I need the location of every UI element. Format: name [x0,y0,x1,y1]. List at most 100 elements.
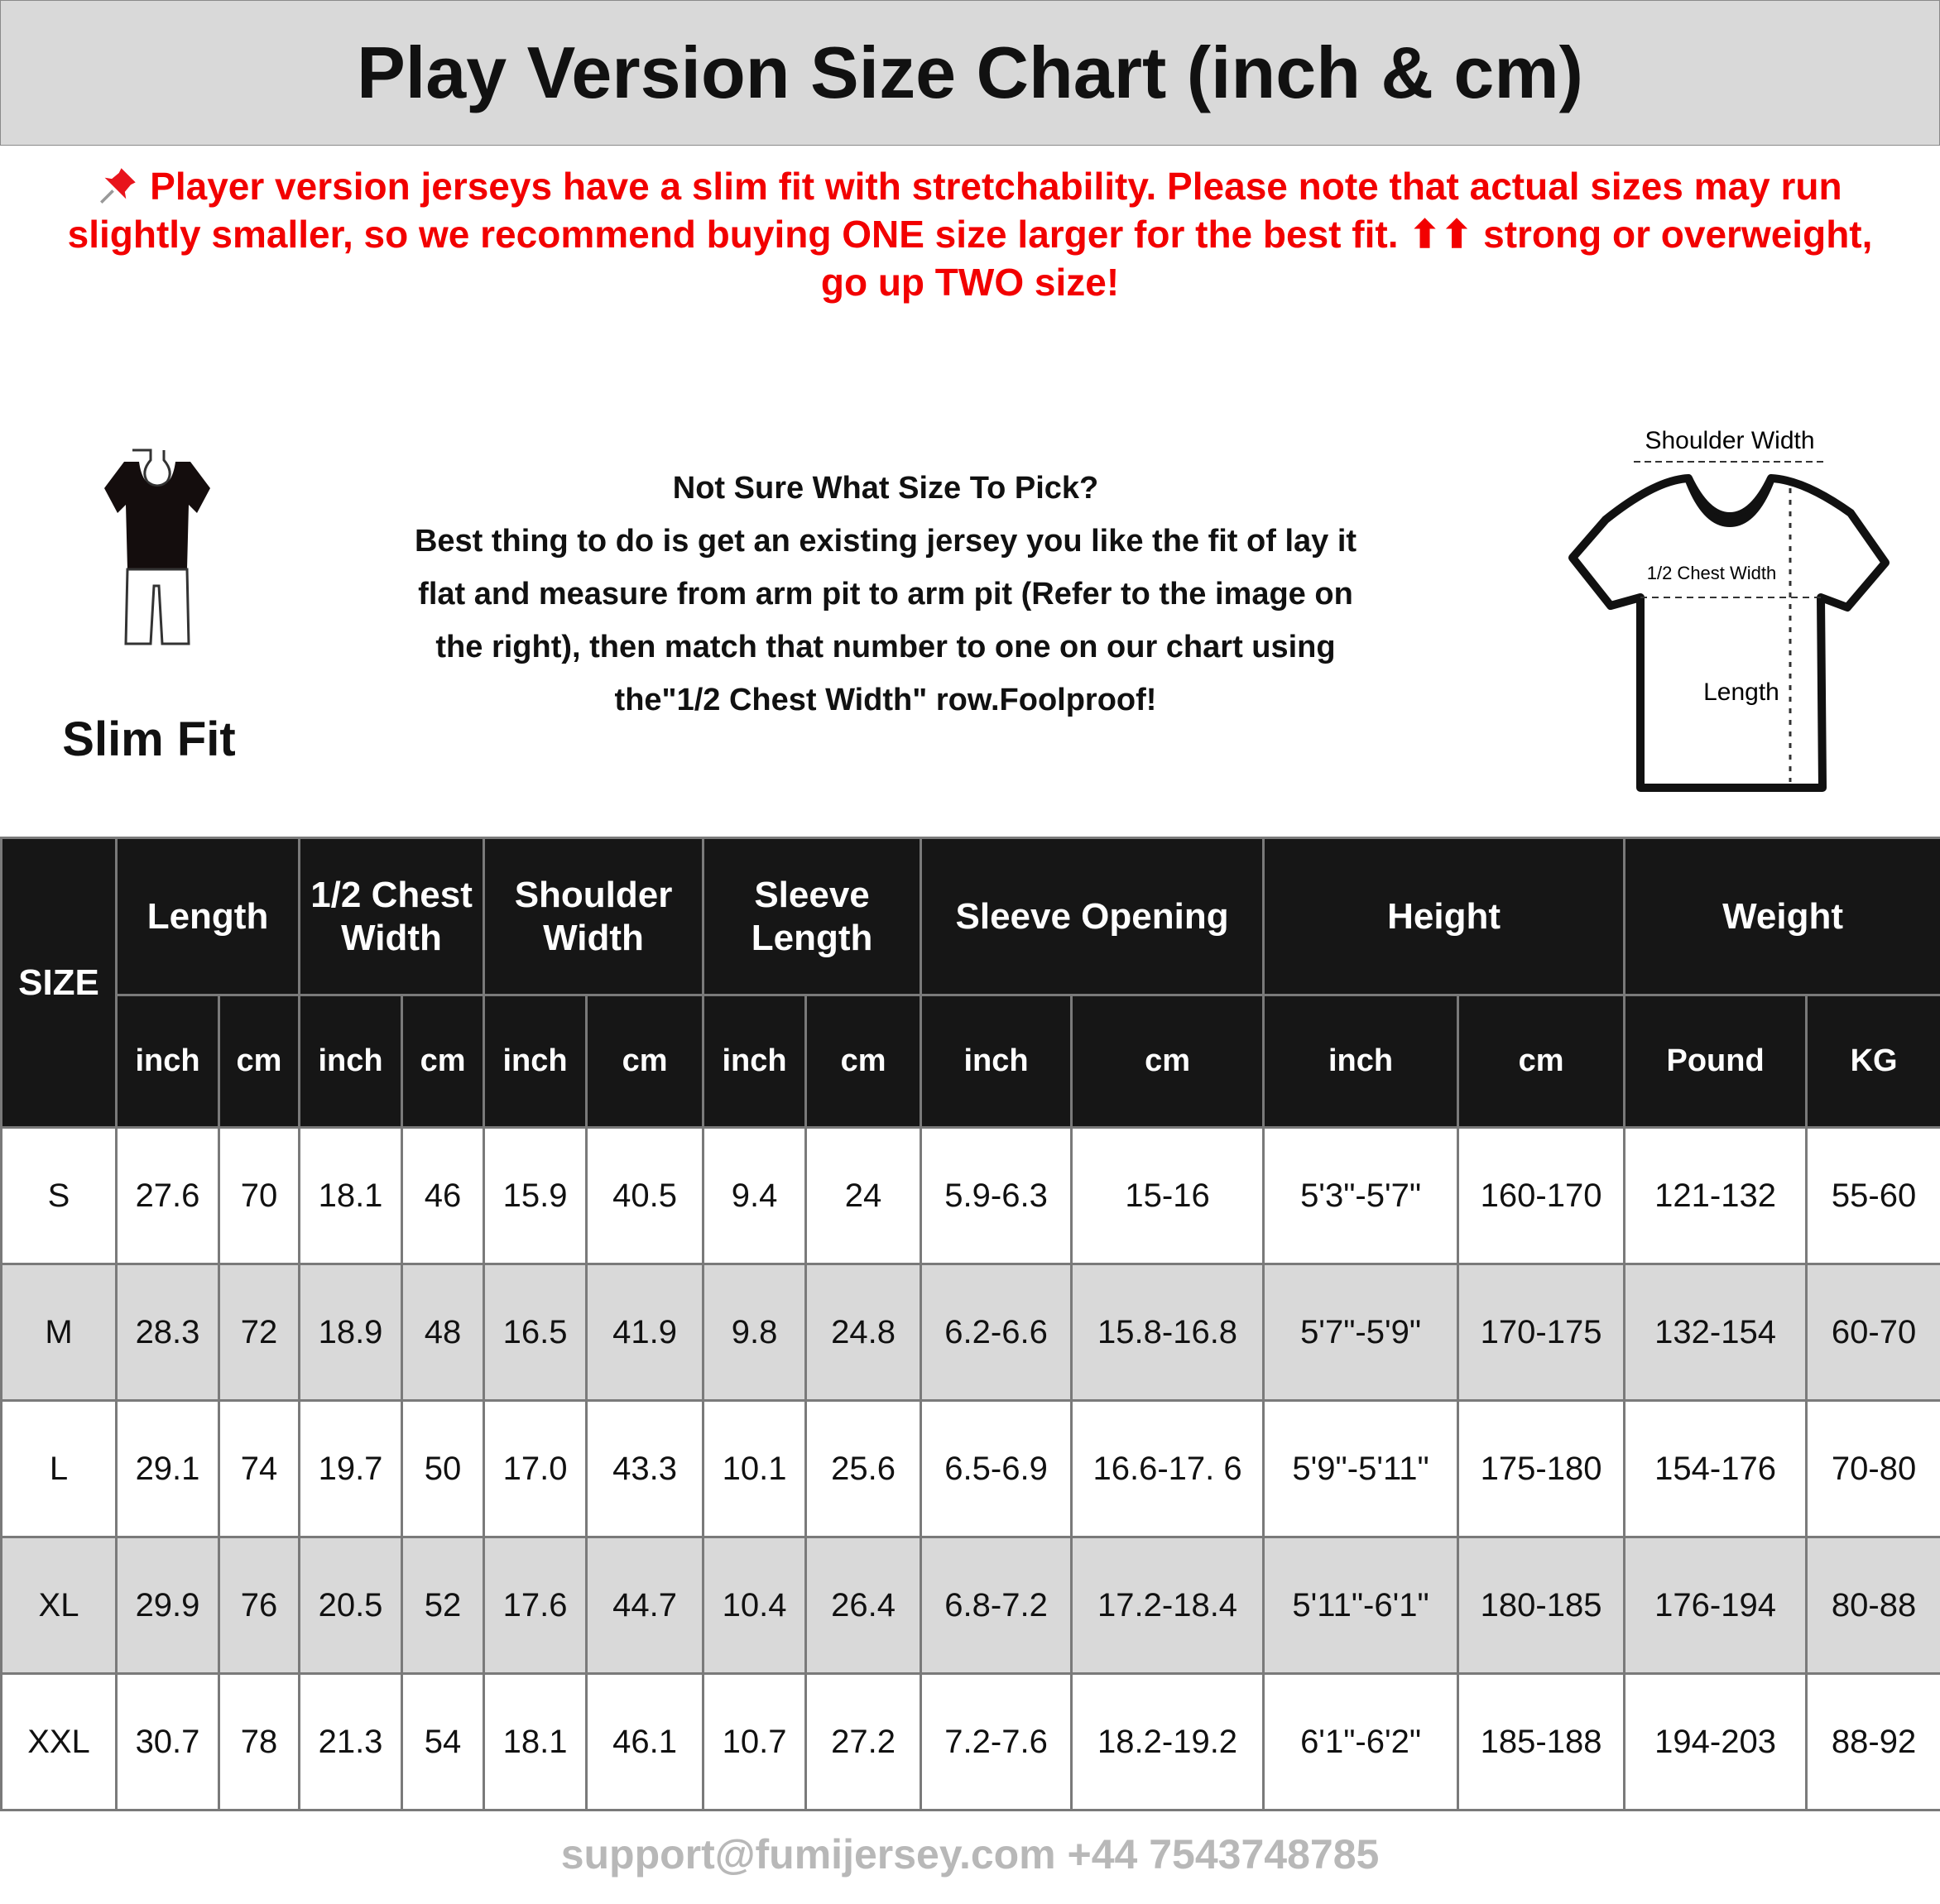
value-cell: 52 [401,1536,486,1675]
value-cell: 48 [401,1263,486,1402]
unit-header: Pound [1623,994,1808,1129]
value-cell: 17.0 [483,1399,588,1538]
value-cell: 5.9-6.3 [920,1126,1073,1265]
value-cell: 15.8-16.8 [1070,1263,1265,1402]
group-header: Shoulder Width [483,837,705,996]
value-cell: 41.9 [585,1263,705,1402]
guide-line: the right), then match that number to on… [435,630,1336,664]
value-cell: 43.3 [585,1399,705,1538]
value-cell: 19.7 [298,1399,404,1538]
size-header: SIZE [0,837,118,1129]
group-header: Length [114,837,301,996]
value-cell: 16.6-17. 6 [1070,1399,1265,1538]
value-cell: 25.6 [804,1399,923,1538]
value-cell: 10.7 [702,1672,808,1811]
value-cell: 6.2-6.6 [920,1263,1073,1402]
tshirt-measurement-icon: Shoulder Width 1/2 Chest Width Length [1568,427,1890,792]
value-cell: 46.1 [585,1672,705,1811]
value-cell: 30.7 [115,1672,220,1811]
fit-notice: Player version jerseys have a slim fit w… [18,162,1922,306]
value-cell: 17.6 [483,1536,588,1675]
notice-line: go up TWO size! [820,261,1120,304]
value-cell: 9.4 [702,1126,808,1265]
value-cell: 76 [217,1536,301,1675]
value-cell: 46 [401,1126,486,1265]
value-cell: 6.5-6.9 [920,1399,1073,1538]
guide-line: Best thing to do is get an existing jers… [414,524,1357,559]
value-cell: 6.8-7.2 [920,1536,1073,1675]
group-header: Weight [1623,837,1940,996]
title-band: Play Version Size Chart (inch & cm) [0,0,1940,146]
value-cell: 185-188 [1457,1672,1626,1811]
chest-width-label: 1/2 Chest Width [1647,563,1777,583]
value-cell: 10.4 [702,1536,808,1675]
size-cell: XXL [0,1672,118,1811]
shoulder-width-label: Shoulder Width [1645,427,1814,454]
value-cell: 55-60 [1805,1126,1940,1265]
value-cell: 15-16 [1070,1126,1265,1265]
value-cell: 74 [217,1399,301,1538]
value-cell: 50 [401,1399,486,1538]
value-cell: 18.1 [298,1126,404,1265]
pushpin-icon [100,168,137,204]
value-cell: 20.5 [298,1536,404,1675]
group-header: Sleeve Opening [920,837,1265,996]
value-cell: 5'7"-5'9" [1262,1263,1460,1402]
page-title: Play Version Size Chart (inch & cm) [357,31,1583,113]
value-cell: 6'1"-6'2" [1262,1672,1460,1811]
value-cell: 5'9"-5'11" [1262,1399,1460,1538]
value-cell: 5'3"-5'7" [1262,1126,1460,1265]
value-cell: 29.1 [115,1399,220,1538]
value-cell: 70 [217,1126,301,1265]
value-cell: 170-175 [1457,1263,1626,1402]
table-row: M 28.3 72 18.9 48 16.5 41.9 9.8 24.8 6.2-6.6 15.8-… [0,1263,1940,1402]
value-cell: 40.5 [585,1126,705,1265]
unit-header: cm [1457,994,1626,1129]
unit-header: inch [298,994,404,1129]
value-cell: 7.2-7.6 [920,1672,1073,1811]
length-label: Length [1703,679,1779,706]
value-cell: 78 [217,1672,301,1811]
unit-header: inch [920,994,1073,1129]
table-row: XXL 30.7 78 21.3 54 18.1 46.1 10.7 27.2 7.2-7.6 18… [0,1672,1940,1811]
value-cell: 29.9 [115,1536,220,1675]
value-cell: 24.8 [804,1263,923,1402]
value-cell: 180-185 [1457,1536,1626,1675]
value-cell: 60-70 [1805,1263,1940,1402]
group-header: 1/2 Chest Width [298,837,486,996]
guide-line: Not Sure What Size To Pick? [672,471,1099,506]
unit-header: cm [401,994,486,1129]
value-cell: 24 [804,1126,923,1265]
value-cell: 54 [401,1672,486,1811]
table-row: L 29.1 74 19.7 50 17.0 43.3 10.1 25.6 6.5-6.9 16.6… [0,1399,1940,1538]
group-header: Sleeve Length [702,837,923,996]
value-cell: 18.9 [298,1263,404,1402]
size-chart-table: SIZE Length 1/2 Chest Width Shoulder Wid… [0,837,1940,1811]
size-cell: S [0,1126,118,1265]
value-cell: 70-80 [1805,1399,1940,1538]
value-cell: 21.3 [298,1672,404,1811]
value-cell: 9.8 [702,1263,808,1402]
slim-fit-label: Slim Fit [62,712,236,766]
guide-line: the"1/2 Chest Width" row.Foolproof! [614,683,1157,717]
unit-header: inch [483,994,588,1129]
value-cell: 160-170 [1457,1126,1626,1265]
value-cell: 27.2 [804,1672,923,1811]
unit-header: cm [585,994,705,1129]
value-cell: 154-176 [1623,1399,1808,1538]
value-cell: 27.6 [115,1126,220,1265]
value-cell: 121-132 [1623,1126,1808,1265]
unit-header: inch [702,994,808,1129]
value-cell: 15.9 [483,1126,588,1265]
size-cell: XL [0,1536,118,1675]
value-cell: 175-180 [1457,1399,1626,1538]
unit-header: KG [1805,994,1940,1129]
value-cell: 16.5 [483,1263,588,1402]
size-cell: M [0,1263,118,1402]
unit-header: cm [217,994,301,1129]
size-cell: L [0,1399,118,1538]
value-cell: 5'11"-6'1" [1262,1536,1460,1675]
value-cell: 17.2-18.4 [1070,1536,1265,1675]
value-cell: 44.7 [585,1536,705,1675]
unit-header: inch [115,994,220,1129]
